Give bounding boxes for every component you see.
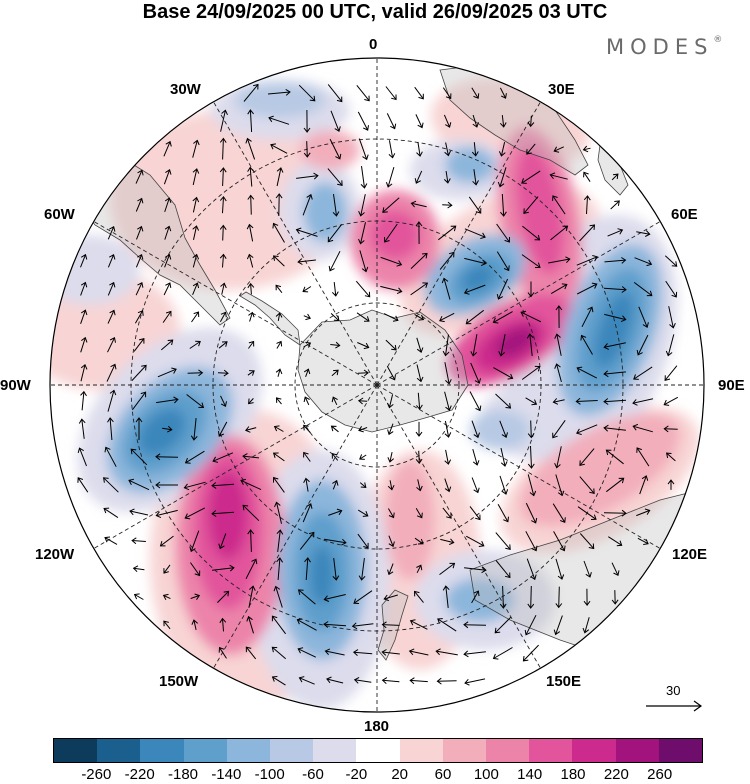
colorbar-tick-label: 20: [391, 766, 408, 783]
colorbar-tick-label: -220: [125, 766, 155, 783]
colorbar-tick-label: -100: [255, 766, 285, 783]
colorbar-tick-label: 60: [435, 766, 452, 783]
lon-label-180: 180: [364, 718, 389, 736]
lon-label-120w: 120W: [35, 546, 74, 564]
anomaly-contour: [40, 235, 140, 305]
anomaly-contour: [300, 130, 360, 170]
colorbar-tick-label: -140: [211, 766, 241, 783]
colorbar-tick-label: -180: [168, 766, 198, 783]
colorbar-segment: [227, 739, 270, 762]
lon-label-60w: 60W: [44, 206, 75, 224]
lon-label-0: 0: [369, 36, 377, 54]
lon-label-150e: 150E: [546, 673, 581, 691]
anomaly-contour: [445, 147, 495, 183]
anomaly-contour: [303, 182, 347, 242]
lon-label-30e: 30E: [548, 81, 575, 99]
colorbar-tick-label: -20: [345, 766, 367, 783]
colorbar-segment: [529, 739, 572, 762]
colorbar-tick-label: 260: [647, 766, 672, 783]
colorbar-segment: [356, 739, 399, 762]
colorbar-segment: [313, 739, 356, 762]
anomaly-contour: [385, 460, 435, 580]
lon-label-150w: 150W: [159, 673, 198, 691]
colorbar-tick-label: 100: [474, 766, 499, 783]
colorbar-segment: [616, 739, 659, 762]
lon-label-30w: 30W: [170, 81, 201, 99]
lon-label-60e: 60E: [671, 206, 698, 224]
colorbar-segment: [659, 739, 702, 762]
colorbar-segment: [54, 739, 97, 762]
colorbar-tick-label: 140: [517, 766, 542, 783]
lon-label-120e: 120E: [672, 546, 707, 564]
lon-label-90w: 90W: [0, 377, 31, 395]
colorbar-segment: [270, 739, 313, 762]
colorbar-segment: [572, 739, 615, 762]
anomaly-contour: [370, 210, 420, 260]
anomaly-contour: [310, 545, 334, 605]
colorbar-ticks: -260 -220 -180 -140 -100 -60 -20 20 60 100 140 180 2…: [0, 766, 750, 784]
colorbar-segment: [486, 739, 529, 762]
colorbar-tick-label: 180: [560, 766, 585, 783]
map-disc: [20, 55, 723, 715]
colorbar-segment: [400, 739, 443, 762]
reference-vector: [646, 701, 701, 711]
lon-label-90e: 90E: [718, 377, 745, 395]
colorbar-tick-label: -60: [302, 766, 324, 783]
colorbar-segment: [97, 739, 140, 762]
colorbar-segment: [140, 739, 183, 762]
reference-vector-label: 30: [666, 683, 680, 698]
colorbar-tick-label: -260: [81, 766, 111, 783]
colorbar-segment: [443, 739, 486, 762]
colorbar-tick-label: 220: [604, 766, 629, 783]
anomaly-contour: [470, 410, 530, 450]
colorbar-segment: [184, 739, 227, 762]
colorbar: [53, 738, 703, 763]
